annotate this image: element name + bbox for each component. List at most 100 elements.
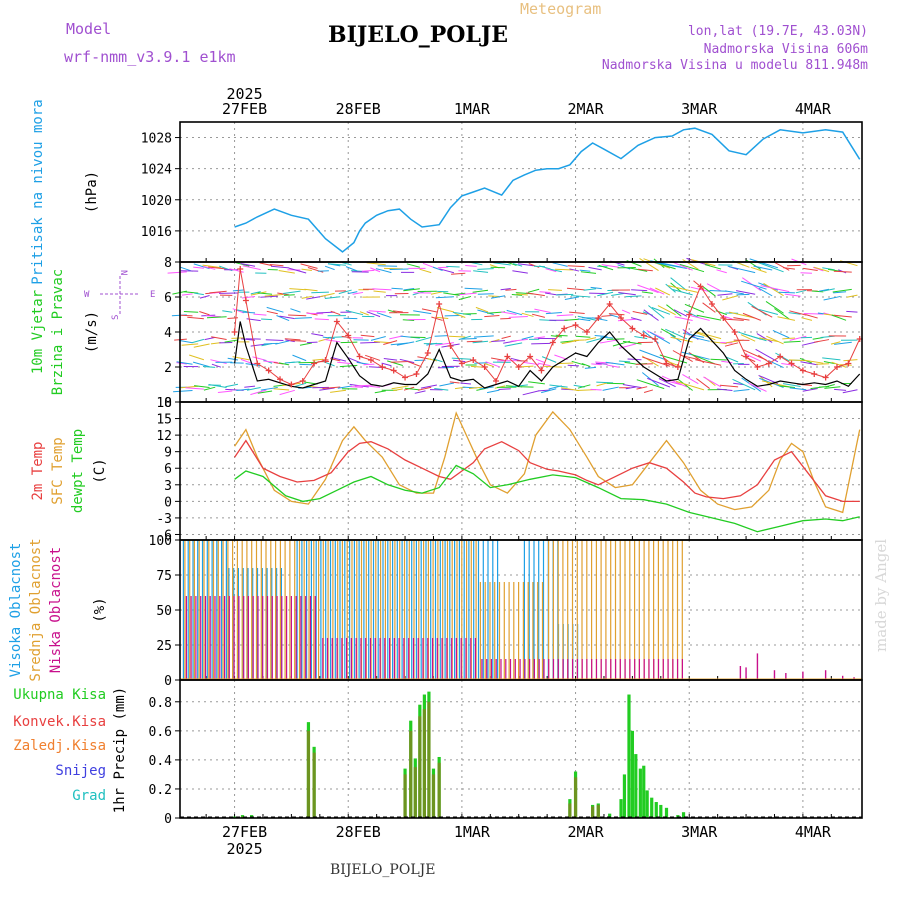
gust-marker xyxy=(720,315,727,321)
wind-arrow xyxy=(375,268,392,274)
wind-arrow xyxy=(696,378,710,389)
wind-arrow xyxy=(834,314,852,318)
compass-n: N xyxy=(118,270,128,275)
wind-arrow xyxy=(628,267,648,272)
gust-marker xyxy=(754,364,761,370)
wind-arrow xyxy=(439,382,455,387)
x-top-day-label: 1MAR xyxy=(454,100,491,118)
wind-arrow xyxy=(511,294,523,296)
wind-arrow xyxy=(491,340,506,342)
wind-arrow xyxy=(545,268,557,273)
wind-arrow xyxy=(403,287,415,291)
wind-arrow xyxy=(279,389,295,396)
y-tick-label: 12 xyxy=(156,429,172,444)
x-top-day-label: 28FEB xyxy=(336,100,381,118)
wind-arrow xyxy=(473,270,489,273)
wind-arrow xyxy=(579,269,591,272)
wind-arrow xyxy=(420,384,437,389)
wind-arrow xyxy=(584,366,597,369)
x-bottom-year-label: 2025 xyxy=(226,840,262,858)
wind-arrow xyxy=(741,280,767,290)
wind-arrow xyxy=(518,263,534,267)
wind-arrow xyxy=(269,264,284,267)
gust-marker xyxy=(470,357,477,363)
wind-arrow xyxy=(716,269,727,274)
gust-marker xyxy=(424,350,431,356)
wind-arrow xyxy=(368,310,386,313)
wind-arrow xyxy=(802,387,818,392)
wind-arrow xyxy=(263,360,278,363)
gust-marker xyxy=(390,367,397,374)
wind-arrow xyxy=(224,339,239,343)
gust-marker xyxy=(788,360,795,367)
wind-arrow xyxy=(609,314,619,318)
wind-arrow xyxy=(359,311,369,316)
wind-arrow xyxy=(178,339,193,344)
gust-marker xyxy=(237,266,244,272)
x-bottom-day-label: 2MAR xyxy=(567,823,604,841)
wind-arrow xyxy=(728,311,756,319)
temp2m-ylabel: 2m Temp xyxy=(30,441,46,500)
wind-arrow xyxy=(717,388,733,391)
gust-marker xyxy=(708,301,715,307)
x-bottom-day-label: 27FEB xyxy=(222,823,267,841)
wind-arrow xyxy=(636,379,665,390)
wind-arrow xyxy=(577,318,591,322)
precip-legend-item: Grad xyxy=(72,788,106,804)
wind-arrow xyxy=(318,337,330,342)
wind-arrow xyxy=(511,384,528,388)
y-tick-label: 0 xyxy=(164,495,172,510)
wind-arrow xyxy=(427,358,438,362)
wind-arrow xyxy=(535,358,546,364)
wind-arrow xyxy=(294,317,312,319)
wind-arrow xyxy=(733,317,750,321)
wind-arrow xyxy=(512,270,528,274)
wind-arrow xyxy=(606,364,619,368)
wind-arrow xyxy=(324,339,341,343)
wind-arrow xyxy=(724,290,744,295)
wind-arrow xyxy=(222,310,233,313)
wind-arrow xyxy=(257,292,273,295)
wind-arrow xyxy=(588,266,602,271)
wind-arrow xyxy=(646,330,665,340)
wind-arrow xyxy=(634,336,648,340)
y-tick-label: 6 xyxy=(164,462,172,477)
wind-arrow xyxy=(240,358,256,366)
wind-arrow xyxy=(242,311,256,314)
wind-arrow xyxy=(655,287,671,296)
wind-arrow xyxy=(534,308,551,314)
gust-marker xyxy=(265,367,272,374)
convective-precip-bar xyxy=(312,752,316,818)
x-axis-labels: 27FEB 27FEB 28FEB 28FEB 1MAR 1MAR 2MAR 2MAR 3MAR… xyxy=(222,85,832,858)
wind-arrow xyxy=(208,384,227,388)
gust-marker xyxy=(833,364,840,370)
wind-arrow xyxy=(466,340,483,343)
wind-arrow xyxy=(693,280,705,290)
wind-arrow xyxy=(618,343,636,349)
wind-arrow xyxy=(292,354,307,362)
wind-arrow xyxy=(366,262,386,266)
wind-arrow xyxy=(701,285,716,297)
wind-arrow xyxy=(539,291,551,294)
wind-arrow xyxy=(373,290,386,293)
wind-arrow xyxy=(363,363,375,366)
wind-arrow xyxy=(376,312,392,319)
wind-arrow xyxy=(235,262,250,267)
wind-arrow xyxy=(724,318,744,321)
gust-marker xyxy=(845,360,852,367)
wind-arrow xyxy=(561,339,580,345)
wind-arrow xyxy=(202,366,216,368)
wind-arrow xyxy=(635,363,653,365)
wind-arrow xyxy=(733,389,750,392)
wind-arrow xyxy=(618,360,631,363)
wind-arrow xyxy=(697,331,722,340)
wind-arrow xyxy=(283,294,295,296)
wind-arrow xyxy=(632,311,648,315)
wind-arrow xyxy=(490,266,506,269)
wind-arrow xyxy=(458,295,472,301)
wind-arrow xyxy=(508,315,528,318)
gust-marker xyxy=(686,311,693,318)
wind-arrow xyxy=(758,287,773,297)
wind-arrow xyxy=(592,317,608,322)
wind-arrow xyxy=(211,336,227,340)
